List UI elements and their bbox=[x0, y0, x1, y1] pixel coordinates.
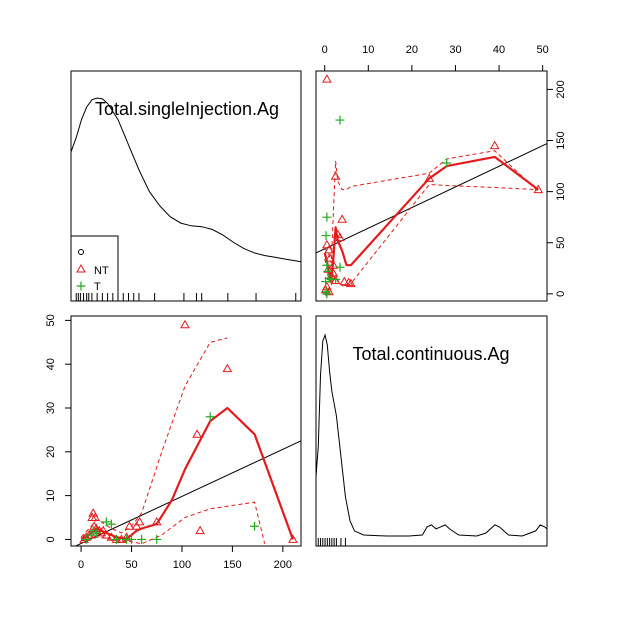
y-tick-label-right-1: 50 bbox=[555, 237, 567, 249]
point-nt-tr-14 bbox=[343, 277, 354, 287]
x-tick-label-bottom-2: 100 bbox=[173, 559, 191, 571]
point-nt-bl-13 bbox=[106, 532, 117, 541]
point-nt-tr-4 bbox=[324, 244, 334, 254]
point-nt-tr-16 bbox=[424, 173, 435, 182]
point-nt-bl-7 bbox=[89, 521, 100, 530]
legend-symbol-t bbox=[76, 281, 86, 291]
panel-title-bottom-right: Total.continuous.Ag bbox=[352, 344, 509, 364]
point-nt-tr-15 bbox=[346, 278, 356, 288]
point-t-bl-11 bbox=[205, 412, 215, 422]
y-tick-label-right-2: 100 bbox=[555, 182, 567, 200]
y-tick-label-left-1: 10 bbox=[45, 489, 57, 501]
legend: NT T bbox=[70, 235, 119, 302]
smooth-lower-tr bbox=[324, 183, 539, 287]
point-nt-bl-18 bbox=[131, 521, 142, 530]
point-t-bl-10 bbox=[152, 534, 162, 544]
point-nt-tr-17 bbox=[489, 140, 500, 150]
x-tick-label-bottom-1: 50 bbox=[125, 559, 137, 571]
point-t-tr-7 bbox=[322, 289, 332, 299]
y-tick-label-left-2: 20 bbox=[45, 446, 57, 458]
point-t-tr-12 bbox=[442, 158, 452, 168]
point-t-bl-6 bbox=[111, 534, 121, 544]
point-t-tr-4 bbox=[323, 266, 333, 276]
point-nt-tr-7 bbox=[328, 260, 339, 269]
point-t-tr-9 bbox=[324, 274, 334, 284]
point-nt-tr-1 bbox=[330, 171, 341, 180]
point-nt-tr-21 bbox=[328, 268, 339, 277]
point-t-bl-8 bbox=[127, 534, 137, 544]
point-nt-bl-23 bbox=[195, 525, 205, 535]
legend-symbol-nt bbox=[76, 263, 86, 273]
y-tick-label-left-4: 40 bbox=[45, 358, 57, 370]
point-nt-tr-2 bbox=[337, 214, 348, 223]
smooth-fit-bl bbox=[80, 406, 294, 540]
point-t-tr-8 bbox=[335, 262, 345, 272]
point-nt-bl-22 bbox=[192, 429, 202, 438]
point-t-bl-1 bbox=[86, 530, 96, 540]
x-tick-label-top-3: 30 bbox=[449, 44, 461, 56]
panel-bottom-left-frame bbox=[70, 315, 302, 547]
point-t-tr-2 bbox=[321, 231, 331, 241]
x-tick-label-top-1: 10 bbox=[362, 44, 374, 56]
point-nt-tr-13 bbox=[339, 276, 350, 286]
point-t-bl-3 bbox=[91, 528, 101, 538]
x-tick-label-bottom-0: 0 bbox=[78, 559, 84, 571]
y-tick-label-right-0: 0 bbox=[555, 291, 567, 297]
x-tick-label-top-5: 50 bbox=[537, 44, 549, 56]
density-curve-single-injection bbox=[71, 97, 301, 263]
point-t-tr-0 bbox=[335, 115, 345, 125]
point-t-bl-4 bbox=[101, 517, 111, 527]
point-nt-bl-21 bbox=[180, 319, 190, 329]
x-tick-label-top-0: 0 bbox=[322, 44, 328, 56]
legend-label-nt: NT bbox=[94, 265, 109, 277]
panel-title-top-left: Total.singleInjection.Ag bbox=[95, 99, 279, 119]
smooth-upper-bl bbox=[80, 337, 228, 538]
x-tick-label-bottom-3: 150 bbox=[223, 559, 241, 571]
y-tick-label-left-0: 0 bbox=[45, 536, 57, 542]
smooth-fit-tr bbox=[323, 155, 539, 283]
x-tick-label-top-2: 20 bbox=[406, 44, 418, 56]
point-t-tr-3 bbox=[322, 260, 332, 270]
point-nt-bl-20 bbox=[151, 516, 162, 526]
smooth-upper-tr bbox=[324, 150, 539, 264]
y-tick-label-left-3: 30 bbox=[45, 402, 57, 414]
x-tick-label-bottom-4: 200 bbox=[274, 559, 292, 571]
regression-line-tr bbox=[316, 143, 547, 254]
legend-label-t: T bbox=[94, 281, 101, 293]
panel-bottom-right-frame bbox=[315, 315, 548, 547]
point-nt-bl-24 bbox=[222, 363, 233, 373]
point-nt-bl-12 bbox=[101, 530, 112, 539]
density-curve-continuous bbox=[316, 333, 547, 537]
point-t-tr-1 bbox=[322, 212, 332, 222]
y-tick-label-right-3: 150 bbox=[555, 131, 567, 149]
point-nt-tr-20 bbox=[325, 253, 335, 262]
point-t-bl-12 bbox=[250, 521, 260, 531]
point-t-bl-0 bbox=[81, 534, 91, 544]
point-nt-tr-18 bbox=[533, 184, 544, 194]
point-nt-bl-11 bbox=[98, 525, 109, 535]
point-nt-bl-17 bbox=[124, 521, 135, 530]
point-nt-tr-3 bbox=[322, 239, 332, 249]
x-tick-label-top-4: 40 bbox=[493, 44, 505, 56]
point-nt-tr-0 bbox=[322, 74, 332, 83]
panel-top-right-frame bbox=[315, 70, 548, 302]
y-tick-label-left-5: 50 bbox=[45, 314, 57, 326]
point-nt-tr-6 bbox=[335, 232, 345, 242]
point-t-bl-5 bbox=[106, 519, 116, 529]
point-t-bl-9 bbox=[137, 534, 147, 544]
panel-top-left-frame bbox=[70, 70, 302, 302]
legend-symbol-circle bbox=[78, 249, 84, 255]
point-nt-bl-6 bbox=[90, 512, 101, 522]
y-tick-label-right-4: 200 bbox=[555, 80, 567, 98]
point-nt-bl-25 bbox=[288, 534, 298, 543]
point-nt-bl-19 bbox=[134, 516, 145, 526]
point-t-tr-11 bbox=[331, 275, 341, 285]
point-t-tr-6 bbox=[321, 287, 331, 297]
